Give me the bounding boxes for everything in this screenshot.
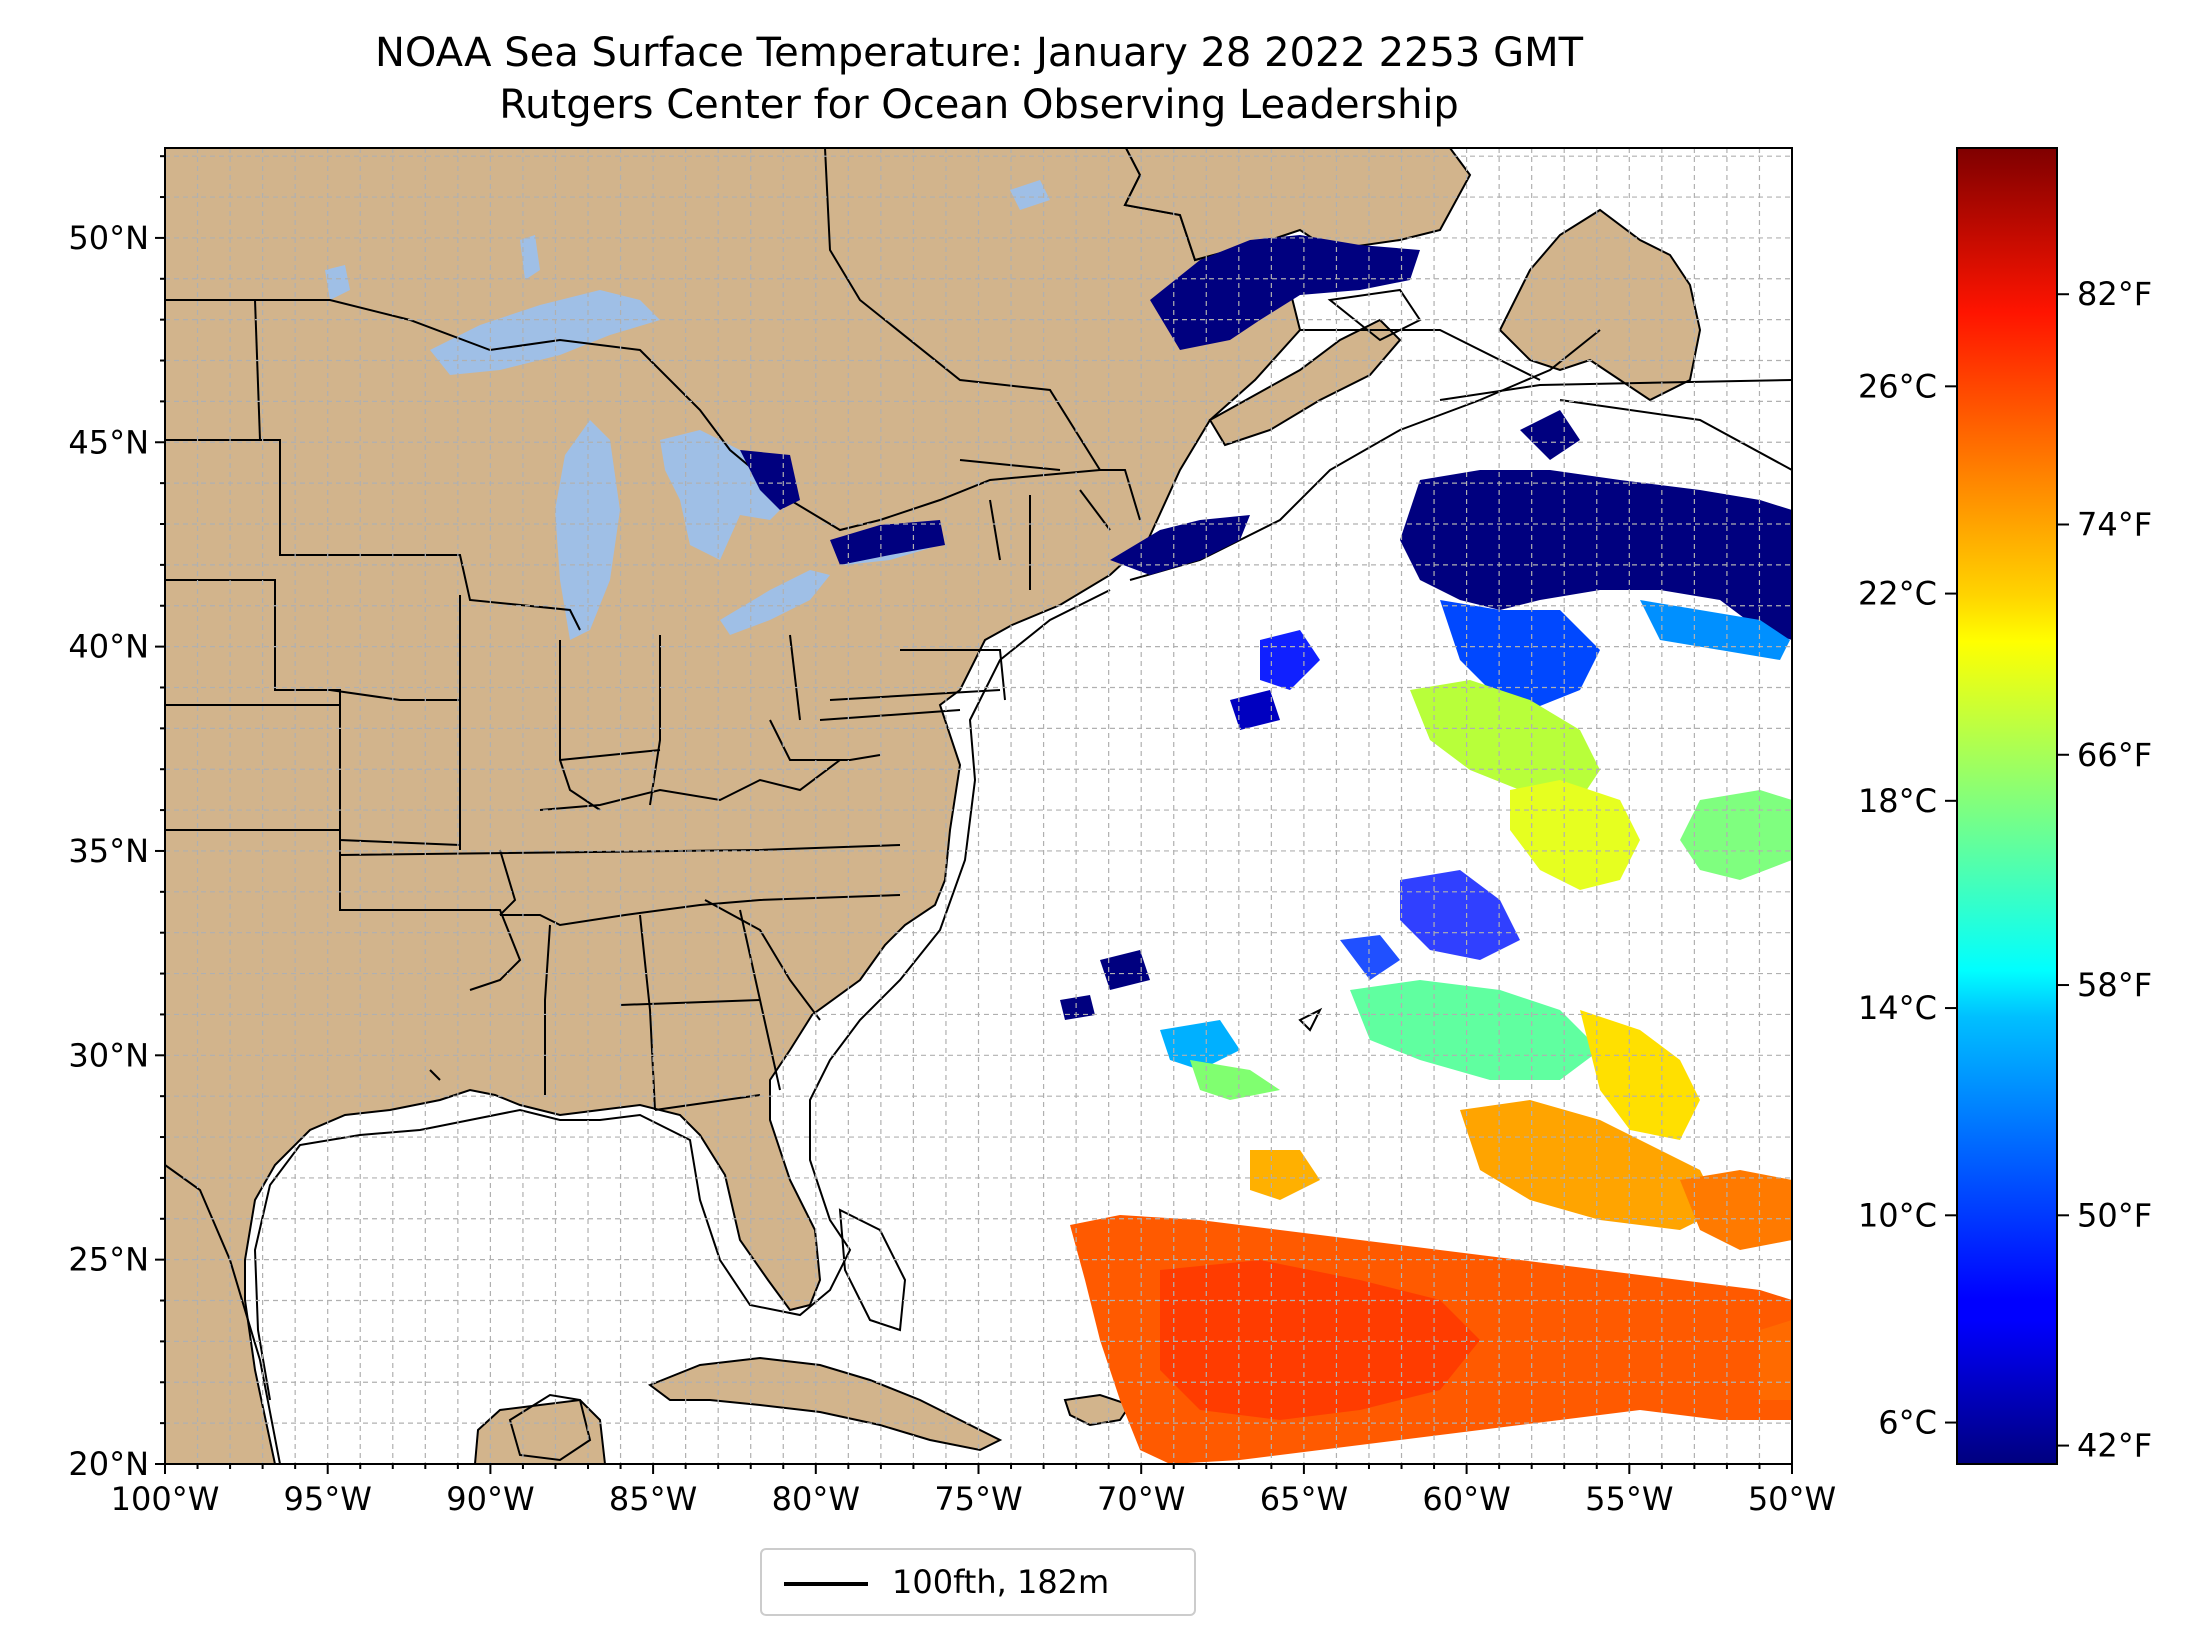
celsius-tick-label: 26°C bbox=[1858, 367, 1937, 405]
lon-tick-label: 95°W bbox=[284, 1480, 372, 1518]
hispaniola-land bbox=[1063, 1393, 1132, 1427]
fahrenheit-axis: 42°F 50°F 58°F 66°F 74°F 82°F bbox=[2057, 275, 2152, 1465]
celsius-tick-label: 22°C bbox=[1858, 575, 1937, 613]
lon-tick-label: 80°W bbox=[772, 1480, 860, 1518]
celsius-tick-label: 6°C bbox=[1878, 1404, 1937, 1442]
fahrenheit-tick-label: 82°F bbox=[2077, 275, 2152, 313]
graticule-grid bbox=[165, 148, 1792, 1464]
lat-tick-label: 30°N bbox=[68, 1036, 149, 1074]
lon-tick-label: 70°W bbox=[1097, 1480, 1185, 1518]
lon-tick-label: 55°W bbox=[1585, 1480, 1673, 1518]
isobath-legend: 100fth, 182m bbox=[760, 1548, 1196, 1616]
lon-tick-label: 90°W bbox=[446, 1480, 534, 1518]
latitude-axis: 20°N 25°N 30°N 35°N 40°N 45°N 50°N bbox=[68, 155, 165, 1483]
celsius-axis: 6°C 10°C 14°C 18°C 22°C 26°C bbox=[1858, 367, 1957, 1442]
lat-tick-label: 20°N bbox=[68, 1445, 149, 1483]
lat-tick-label: 45°N bbox=[68, 423, 149, 461]
lat-tick-label: 40°N bbox=[68, 628, 149, 666]
fahrenheit-tick-label: 66°F bbox=[2077, 736, 2152, 774]
map-subtitle: Rutgers Center for Ocean Observing Leade… bbox=[499, 82, 1459, 128]
nova-scotia-land bbox=[1208, 318, 1402, 447]
celsius-tick-label: 18°C bbox=[1858, 782, 1937, 820]
celsius-tick-label: 14°C bbox=[1858, 989, 1937, 1027]
fahrenheit-tick-label: 42°F bbox=[2077, 1427, 2152, 1465]
lon-tick-label: 65°W bbox=[1260, 1480, 1348, 1518]
fahrenheit-tick-label: 58°F bbox=[2077, 966, 2152, 1004]
legend-line-swatch bbox=[784, 1582, 868, 1586]
lat-tick-label: 50°N bbox=[68, 219, 149, 257]
map-title: NOAA Sea Surface Temperature: January 28… bbox=[374, 30, 1584, 76]
colorbar-gradient bbox=[1956, 147, 2058, 1465]
longitude-axis: 100°W 95°W 90°W 85°W 80°W 75°W 70°W 65°W 60°W 55°… bbox=[111, 1464, 1836, 1518]
newfoundland-land bbox=[1498, 208, 1702, 402]
cuba-land bbox=[647, 1356, 1003, 1452]
lon-tick-label: 75°W bbox=[934, 1480, 1022, 1518]
lon-tick-label: 50°W bbox=[1748, 1480, 1836, 1518]
lat-tick-label: 25°N bbox=[68, 1241, 149, 1279]
yucatan-land bbox=[473, 1398, 607, 1464]
lon-tick-label: 85°W bbox=[609, 1480, 697, 1518]
lon-tick-label: 100°W bbox=[111, 1480, 220, 1518]
lat-tick-label: 35°N bbox=[68, 832, 149, 870]
celsius-tick-label: 10°C bbox=[1858, 1196, 1937, 1234]
temperature-colorbar: 6°C 10°C 14°C 18°C 22°C 26°C 42°F 50°F 58°F 66°F… bbox=[1858, 147, 2152, 1465]
labrador-land bbox=[1123, 148, 1472, 262]
legend-label: 100fth, 182m bbox=[892, 1563, 1110, 1601]
lon-tick-label: 60°W bbox=[1422, 1480, 1510, 1518]
sst-observed-patches bbox=[1060, 600, 1792, 1464]
fahrenheit-tick-label: 50°F bbox=[2077, 1196, 2152, 1234]
fahrenheit-tick-label: 74°F bbox=[2077, 505, 2152, 543]
map-panel bbox=[164, 147, 1793, 1465]
